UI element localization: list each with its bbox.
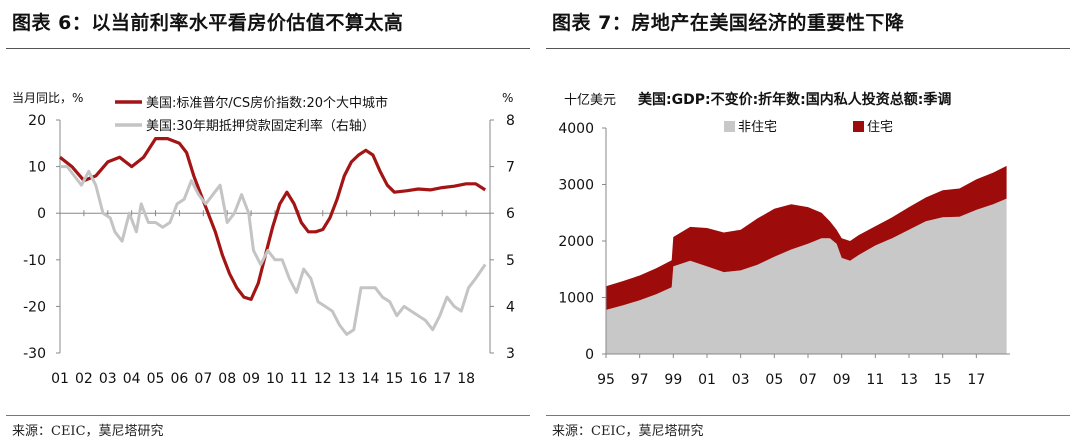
x-tick-label: 09 (242, 371, 260, 387)
x-tick-label: 08 (218, 371, 236, 387)
x-tick-label: 95 (597, 372, 615, 388)
x-tick-label: 06 (171, 371, 189, 387)
x-tick-label: 10 (266, 371, 284, 387)
x-tick-label: 16 (409, 371, 427, 387)
title-divider (546, 48, 1070, 49)
x-tick-label: 03 (99, 371, 117, 387)
left-figure-panel: 图表 6：以当前利率水平看房价估值不算太高 当月同比，%% 20 10 0 -10 -20… (6, 12, 530, 439)
x-tick-label: 15 (386, 371, 404, 387)
x-tick-label: 11 (866, 372, 884, 388)
legend-swatch (853, 121, 864, 132)
x-tick-label: 07 (194, 371, 212, 387)
figure-title: 图表 6：以当前利率水平看房价估值不算太高 (12, 12, 404, 34)
x-tick-label: 03 (732, 372, 750, 388)
chart-title: 美国:GDP:不变价:折年数:国内私人投资总额:季调 (638, 91, 951, 108)
x-tick-label: 13 (338, 371, 356, 387)
series-line-home-price-index (59, 137, 487, 301)
figure-title: 图表 7：房地产在美国经济的重要性下降 (552, 12, 905, 34)
y-tick-label-right: 6 (506, 206, 515, 222)
legend-label: 非住宅 (738, 120, 777, 135)
y-tick-label-right: 4 (506, 299, 515, 315)
x-tick-label: 01 (51, 371, 69, 387)
y-axis-label-right: % (502, 91, 513, 105)
legend-label: 美国:标准普尔/CS房价指数:20个大中城市 (146, 95, 388, 111)
x-tick-label: 07 (799, 372, 817, 388)
source-divider (6, 415, 530, 416)
source-note: 来源：CEIC，莫尼塔研究 (12, 424, 164, 439)
x-tick-label: 05 (765, 372, 783, 388)
x-tick-label: 12 (314, 371, 332, 387)
mortgage-rate-home-price-chart: 当月同比，% % 20 10 0 -10 -20 -30 8 7 6 5 4 3 01 02 03 04 05 06 0… (12, 91, 515, 387)
area-non-residential (606, 198, 1007, 354)
y-tick-label-left: 0 (37, 206, 46, 222)
x-tick-label: 99 (664, 372, 682, 388)
x-tick-label: 09 (833, 372, 851, 388)
x-tick-label: 18 (457, 371, 475, 387)
y-tick-label: 0 (585, 347, 594, 363)
y-tick-label-right: 7 (506, 160, 515, 176)
x-tick-label: 17 (433, 371, 451, 387)
x-tick-label: 13 (900, 372, 918, 388)
x-tick-label: 15 (934, 372, 952, 388)
series-line-mortgage-rate (60, 165, 487, 336)
x-tick-label: 14 (362, 371, 380, 387)
y-axis-label: 十亿美元 (564, 93, 616, 108)
y-tick-label: 2000 (558, 234, 594, 250)
x-tick-label: 01 (698, 372, 716, 388)
source-note: 来源：CEIC，莫尼塔研究 (552, 424, 704, 439)
legend-label: 住宅 (867, 120, 893, 135)
y-tick-label: 1000 (558, 291, 594, 307)
x-tick-label: 04 (123, 371, 141, 387)
y-tick-label: 3000 (558, 178, 594, 194)
y-tick-label-left: -10 (23, 253, 46, 269)
y-tick-label-left: 20 (28, 113, 46, 129)
area-residential (606, 165, 1007, 310)
y-tick-label-right: 3 (506, 346, 515, 362)
y-axis-label-left: 当月同比，% (12, 91, 83, 105)
source-divider (546, 415, 1070, 416)
x-tick-label: 05 (147, 371, 165, 387)
legend-label: 美国:30年期抵押贷款固定利率（右轴） (146, 118, 375, 134)
y-tick-label-left: 10 (28, 160, 46, 176)
y-tick-label-left: -30 (23, 346, 46, 362)
x-tick-label: 97 (631, 372, 649, 388)
x-tick-label: 11 (290, 371, 308, 387)
legend-swatch (724, 121, 735, 132)
y-tick-label: 4000 (558, 121, 594, 137)
y-tick-label-right: 5 (506, 253, 515, 269)
x-tick-label: 02 (75, 371, 93, 387)
y-tick-label-right: 8 (506, 113, 515, 129)
title-divider (6, 48, 530, 49)
private-investment-area-chart: 十亿美元 美国:GDP:不变价:折年数:国内私人投资总额:季调 4000 3000 20… (558, 91, 1010, 388)
x-tick-label: 17 (967, 372, 985, 388)
y-tick-label-left: -20 (23, 299, 46, 315)
right-figure-panel: 图表 7：房地产在美国经济的重要性下降 十亿美元 美国:GDP:不变价:折年数:国… (540, 0, 1080, 447)
